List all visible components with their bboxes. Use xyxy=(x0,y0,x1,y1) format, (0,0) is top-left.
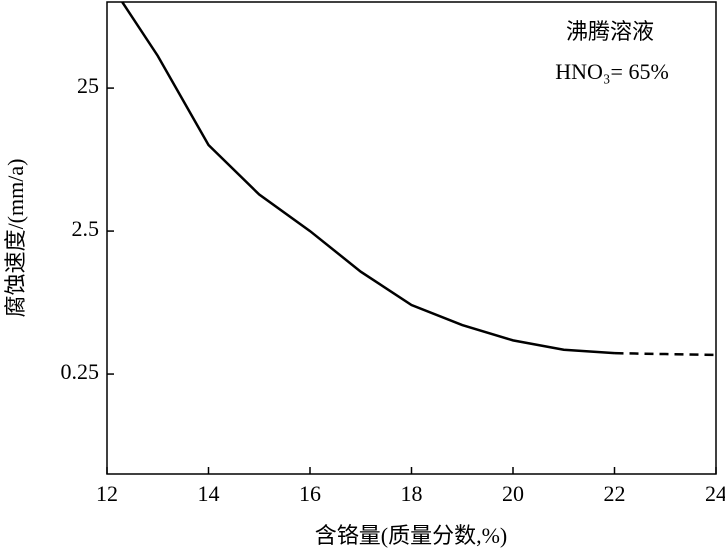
x-tick-label: 16 xyxy=(299,481,321,506)
x-axis-label: 含铬量(质量分数,%) xyxy=(315,523,507,548)
curve xyxy=(614,351,717,357)
x-tick-label: 20 xyxy=(502,481,524,506)
y-tick-label: 0.25 xyxy=(61,359,100,384)
x-tick-label: 14 xyxy=(198,481,220,506)
x-tick-label: 22 xyxy=(604,481,626,506)
y-axis-label: 腐蚀速度/(mm/a) xyxy=(3,159,28,318)
curve xyxy=(121,1,615,355)
annotation: 沸腾溶液 xyxy=(566,19,654,44)
annotation: HNO₃= 65% xyxy=(555,59,669,84)
y-tick-label: 25 xyxy=(77,73,99,98)
x-tick-label: 12 xyxy=(96,481,118,506)
x-tick-label: 24 xyxy=(705,481,725,506)
y-tick-label: 2.5 xyxy=(72,216,100,241)
x-tick-label: 18 xyxy=(401,481,423,506)
